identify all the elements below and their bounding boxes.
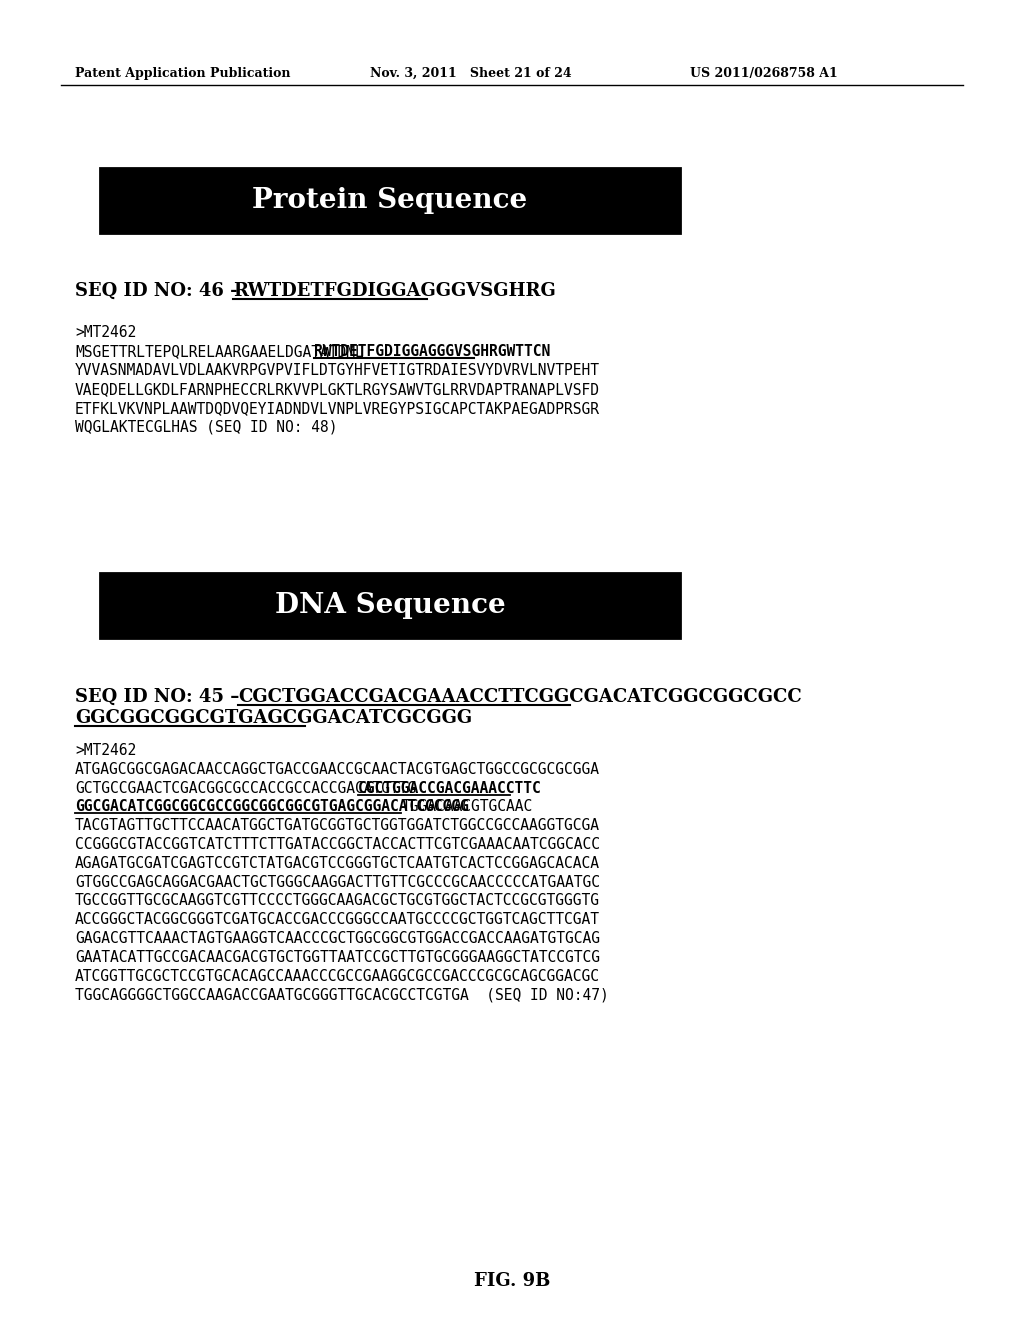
Text: GGCGGCGGCGTGAGCGGACATCGCGGG: GGCGGCGGCGTGAGCGGACATCGCGGG <box>75 709 472 727</box>
Text: AGAGATGCGATCGAGTCCGTCTATGACGTCCGGGTGCTCAATGTCACTCCGGAGCACACA: AGAGATGCGATCGAGTCCGTCTATGACGTCCGGGTGCTCA… <box>75 855 600 871</box>
Text: RWTDETFGDIGGAGGGVSGHRG: RWTDETFGDIGGAGGGVSGHRG <box>233 282 556 300</box>
Text: GCTGCCGAACTCGACGGCGCCACCGCCACCGACATGTTG: GCTGCCGAACTCGACGGCGCCACCGCCACCGACATGTTG <box>75 780 416 796</box>
Text: Nov. 3, 2011   Sheet 21 of 24: Nov. 3, 2011 Sheet 21 of 24 <box>370 67 571 81</box>
Text: GTGGCCGAGCAGGACGAACTGCTGGGCAAGGACTTGTTCGCCCGCAACCCCCATGAATGC: GTGGCCGAGCAGGACGAACTGCTGGGCAAGGACTTGTTCG… <box>75 875 600 890</box>
Text: ATCGGTTGCGCTCCGTGCACAGCCAAACCCGCCGAAGGCGCCGACCCGCGCAGCGGACGC: ATCGGTTGCGCTCCGTGCACAGCCAAACCCGCCGAAGGCG… <box>75 969 600 983</box>
Text: ETFKLVKVNPLAAWTDQDVQEYIADNDVLVNPLVREGYPSIGCAPCTAKPAEGADPRSGR: ETFKLVKVNPLAAWTDQDVQEYIADNDVLVNPLVREGYPS… <box>75 401 600 416</box>
Text: Protein Sequence: Protein Sequence <box>252 187 527 214</box>
Text: US 2011/0268758 A1: US 2011/0268758 A1 <box>690 67 838 81</box>
Text: CCGGGCGTACCGGTCATCTTTCTTGATACCGGCTACCACTTCGTCGAAACAATCGGCACC: CCGGGCGTACCGGTCATCTTTCTTGATACCGGCTACCACT… <box>75 837 600 851</box>
Text: GAGACGTTCAAACTAGTGAAGGTCAACCCGCTGGCGGCGTGGACCGACCAAGATGTGCAG: GAGACGTTCAAACTAGTGAAGGTCAACCCGCTGGCGGCGT… <box>75 931 600 946</box>
Text: >MT2462: >MT2462 <box>75 743 136 758</box>
Text: RWTDETFGDIGGAGGGVSGHRGWTTCN: RWTDETFGDIGGAGGGVSGHRGWTTCN <box>314 345 551 359</box>
Text: YVVASNMADAVLVDLAAKVRPGVPVIFLDTGYHFVETIGTRDAIESVYDVRVLNVTPEHT: YVVASNMADAVLVDLAAKVRPGVPVIFLDTGYHFVETIGT… <box>75 363 600 378</box>
FancyBboxPatch shape <box>100 168 680 234</box>
Text: ACCGGGCTACGGCGGGTCGATGCACCGACCCGGGCCAATGCCCCGCTGGTCAGCTTCGAT: ACCGGGCTACGGCGGGTCGATGCACCGACCCGGGCCAATG… <box>75 912 600 927</box>
Text: SEQ ID NO: 45 –: SEQ ID NO: 45 – <box>75 688 246 706</box>
Text: TACGTAGTTGCTTCCAACATGGCTGATGCGGTGCTGGTGGATCTGGCCGCCAAGGTGCGA: TACGTAGTTGCTTCCAACATGGCTGATGCGGTGCTGGTGG… <box>75 818 600 833</box>
Text: DNA Sequence: DNA Sequence <box>274 591 506 619</box>
Text: Patent Application Publication: Patent Application Publication <box>75 67 291 81</box>
Text: GGCGACATCGGCGGCGCCGGCGGCGGCGTGAGCGGACATCGCGGG: GGCGACATCGGCGGCGCCGGCGGCGGCGTGAGCGGACATC… <box>75 800 469 814</box>
Text: >MT2462: >MT2462 <box>75 325 136 341</box>
Text: CGCTGGACCGACGAAACCTTC: CGCTGGACCGACGAAACCTTC <box>357 780 542 796</box>
Text: MSGETTRLTEPQLRELAARGAAELDGATATDML: MSGETTRLTEPQLRELAARGAAELDGATATDML <box>75 345 364 359</box>
FancyBboxPatch shape <box>100 573 680 638</box>
Text: TGCCGGTTGCGCAAGGTCGTTCCCCTGGGCAAGACGCTGCGTGGCTACTCCGCGTGGGTG: TGCCGGTTGCGCAAGGTCGTTCCCCTGGGCAAGACGCTGC… <box>75 894 600 908</box>
Text: CGCTGGACCGACGAAACCTTCGGCGACATCGGCGGCGCC: CGCTGGACCGACGAAACCTTCGGCGACATCGGCGGCGCC <box>238 688 802 706</box>
Text: WQGLAKTECGLHAS (SEQ ID NO: 48): WQGLAKTECGLHAS (SEQ ID NO: 48) <box>75 420 338 436</box>
Text: TGGCAGGGGCTGGCCAAGACCGAATGCGGGTTGCACGCCTCGTGA  (SEQ ID NO:47): TGGCAGGGGCTGGCCAAGACCGAATGCGGGTTGCACGCCT… <box>75 987 608 1002</box>
Text: VAEQDELLGKDLFARNPHECCRLRKVVPLGKTLRGYSAWVTGLRRVDAPTRANAPLVSFD: VAEQDELLGKDLFARNPHECCRLRKVVPLGKTLRGYSAWV… <box>75 381 600 397</box>
Text: GAATACATTGCCGACAACGACGTGCTGGTTAATCCGCTTGTGCGGGAAGGCTATCCGTCG: GAATACATTGCCGACAACGACGTGCTGGTTAATCCGCTTG… <box>75 950 600 965</box>
Text: TGGACAACGTGCAAC: TGGACAACGTGCAAC <box>401 800 532 814</box>
Text: FIG. 9B: FIG. 9B <box>474 1272 550 1290</box>
Text: SEQ ID NO: 46 -: SEQ ID NO: 46 - <box>75 282 244 300</box>
Text: ATGAGCGGCGAGACAACCAGGCTGACCGAACCGCAACTACGTGAGCTGGCCGCGCGCGGA: ATGAGCGGCGAGACAACCAGGCTGACCGAACCGCAACTAC… <box>75 762 600 776</box>
